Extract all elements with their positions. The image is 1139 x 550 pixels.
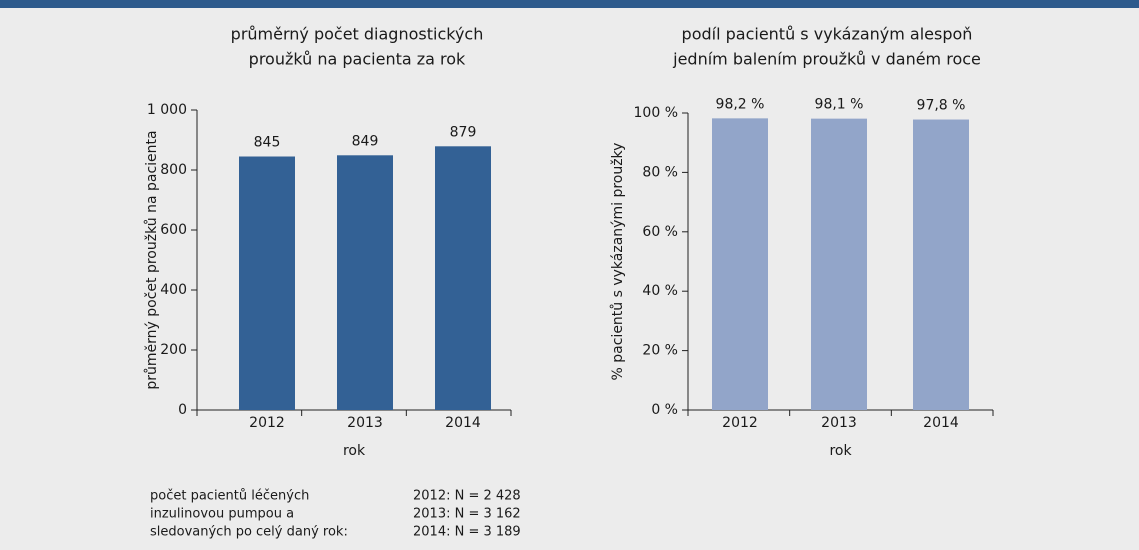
top-band xyxy=(0,0,1139,8)
y-tick-label: 60 % xyxy=(642,224,678,240)
y-axis-label: průměrný počet proužků na pacienta xyxy=(144,130,160,389)
chart-title: proužků na pacienta za rok xyxy=(249,50,466,69)
x-tick-label: 2013 xyxy=(347,415,383,431)
y-tick-label: 600 xyxy=(160,222,187,238)
y-tick-label: 100 % xyxy=(634,105,678,121)
bar xyxy=(712,118,768,410)
y-tick-label: 800 xyxy=(160,162,187,178)
note-count: 2014: N = 3 189 xyxy=(413,525,521,540)
note-line: inzulinovou pumpou a xyxy=(150,507,294,522)
chart-title: průměrný počet diagnostických xyxy=(231,25,484,44)
data-label: 879 xyxy=(450,124,477,140)
data-label: 98,2 % xyxy=(716,96,765,112)
x-tick-label: 2013 xyxy=(821,415,857,431)
data-label: 97,8 % xyxy=(917,98,966,114)
x-tick-label: 2014 xyxy=(923,415,959,431)
y-tick-label: 20 % xyxy=(642,343,678,359)
bar xyxy=(913,119,969,410)
data-label: 845 xyxy=(254,135,281,151)
x-tick-label: 2012 xyxy=(722,415,758,431)
x-tick-label: 2012 xyxy=(249,415,285,431)
x-axis-label: rok xyxy=(343,443,366,459)
y-tick-label: 0 xyxy=(178,402,187,418)
chart-title: podíl pacientů s vykázaným alespoň xyxy=(682,25,973,44)
note-line: sledovaných po celý daný rok: xyxy=(150,525,348,540)
bar xyxy=(811,118,867,410)
y-tick-label: 0 % xyxy=(651,402,678,418)
note-count: 2013: N = 3 162 xyxy=(413,507,521,522)
x-tick-label: 2014 xyxy=(445,415,481,431)
y-tick-label: 40 % xyxy=(642,283,678,299)
data-label: 98,1 % xyxy=(815,97,864,113)
bar xyxy=(337,155,393,410)
y-axis-label: % pacientů s vykázanými proužky xyxy=(610,143,626,381)
note-line: počet pacientů léčených xyxy=(150,489,309,504)
note-count: 2012: N = 2 428 xyxy=(413,489,521,504)
y-tick-label: 1 000 xyxy=(147,102,187,118)
y-tick-label: 200 xyxy=(160,342,187,358)
x-axis-label: rok xyxy=(829,443,852,459)
data-label: 849 xyxy=(352,133,379,149)
chart-title: jedním balením proužků v daném roce xyxy=(672,50,981,69)
bar xyxy=(435,146,491,411)
bar xyxy=(239,156,295,410)
y-tick-label: 80 % xyxy=(642,164,678,180)
y-tick-label: 400 xyxy=(160,282,187,298)
